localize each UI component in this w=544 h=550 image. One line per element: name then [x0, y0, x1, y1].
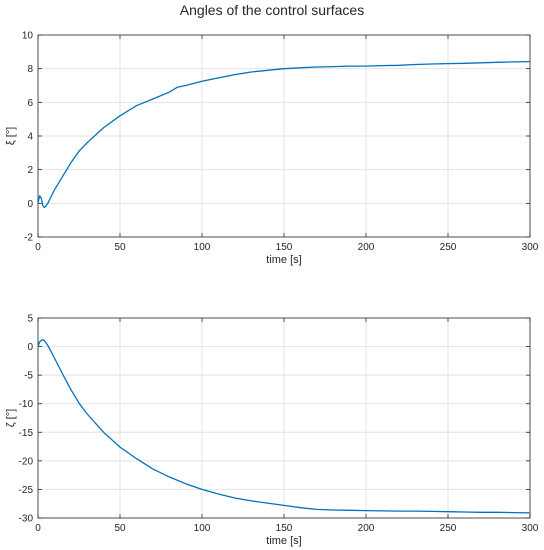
series-line-1 — [37, 339, 531, 514]
y-tick-label: 0 — [27, 199, 33, 210]
x-tick-label: 250 — [440, 523, 457, 534]
x-tick-label: 50 — [114, 523, 126, 534]
y-tick-label: 2 — [27, 165, 33, 176]
x-tick-label: 0 — [35, 523, 41, 534]
y-tick-label: 4 — [27, 132, 33, 143]
y-tick-label: -2 — [24, 233, 33, 244]
x-tick-label: 200 — [358, 523, 375, 534]
x-tick-label: 300 — [522, 242, 539, 253]
x-tick-label: 300 — [522, 523, 539, 534]
y-tick-label: -5 — [24, 371, 33, 382]
y-axis-label: ξ [°] — [5, 127, 17, 146]
y-tick-label: 10 — [22, 31, 34, 42]
x-tick-label: 0 — [35, 242, 41, 253]
y-tick-label: 0 — [27, 342, 33, 353]
y-tick-label: -30 — [19, 514, 34, 525]
y-tick-label: 6 — [27, 98, 33, 109]
figure-title: Angles of the control surfaces — [179, 2, 365, 18]
x-axis-label: time [s] — [266, 535, 301, 547]
y-axis-label: ζ [°] — [5, 409, 17, 427]
axes-2: 0 50 100 150 200 250 300 -30 -25 -20 -15 -10 -5 0 5 tim… — [5, 314, 539, 548]
x-tick-label: 100 — [194, 523, 211, 534]
x-tick-label: 200 — [358, 242, 375, 253]
y-tick-label: 5 — [27, 314, 33, 325]
y-tick-label: -20 — [19, 456, 34, 467]
y-tick-label: -10 — [19, 399, 34, 410]
y-tick-label: -15 — [19, 428, 34, 439]
x-tick-label: 100 — [194, 242, 211, 253]
x-axis-label: time [s] — [266, 254, 301, 266]
y-tick-label: 8 — [27, 64, 33, 75]
x-tick-label: 50 — [114, 242, 126, 253]
x-tick-label: 250 — [440, 242, 457, 253]
y-tick-label: -25 — [19, 485, 34, 496]
x-tick-label: 150 — [276, 523, 293, 534]
x-tick-label: 150 — [276, 242, 293, 253]
series-line-1 — [37, 60, 531, 209]
